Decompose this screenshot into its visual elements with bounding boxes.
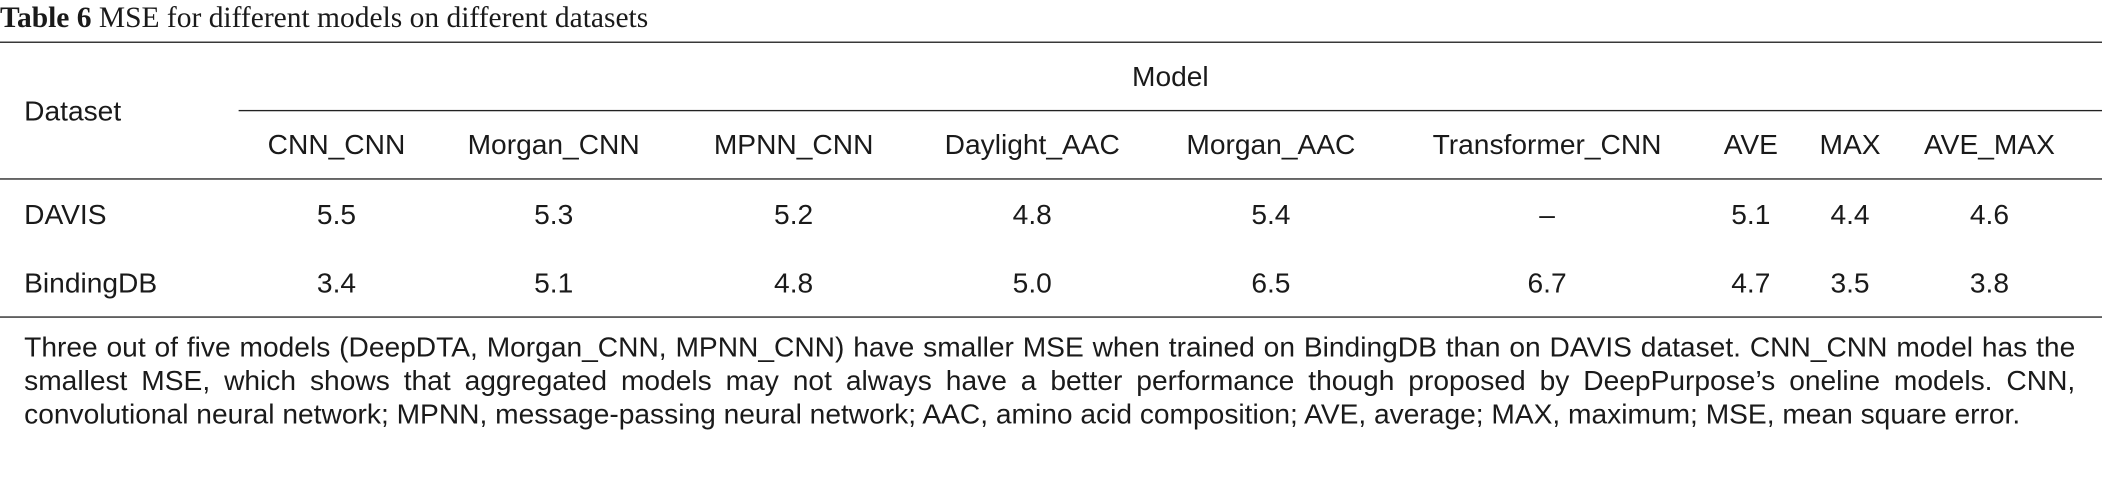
footnote: Three out of five models (DeepDTA, Morga… [24, 332, 2076, 431]
cell: 5.1 [1731, 199, 1771, 231]
row-header: Dataset [24, 96, 122, 128]
caption-text: MSE for different models on different da… [98, 0, 649, 34]
column-header: AVE_MAX [1923, 130, 2055, 161]
column-header: Daylight_AAC [944, 130, 1120, 161]
column-header: MPNN_CNN [713, 130, 874, 161]
cell: – [1539, 199, 1555, 231]
bottom-rule [0, 316, 2102, 318]
cell: 3.5 [1830, 268, 1870, 299]
column-header: MAX [1819, 130, 1881, 161]
cell: 4.6 [1969, 199, 2010, 231]
column-header: Morgan_AAC [1186, 130, 1356, 161]
header-rule [0, 178, 2102, 180]
group-header: Model [1132, 61, 1209, 93]
cell: 5.0 [1012, 268, 1052, 299]
cell: 5.5 [316, 199, 357, 231]
cell: 4.4 [1830, 199, 1870, 231]
cell: 5.1 [534, 268, 574, 299]
row-label: BindingDB [24, 268, 158, 299]
cell: 6.7 [1527, 268, 1567, 299]
column-header: CNN_CNN [267, 130, 406, 161]
cell: 4.8 [1012, 199, 1052, 231]
caption-label: Table 6 [0, 0, 92, 34]
cell: 3.8 [1969, 268, 2010, 299]
cell: 5.2 [774, 199, 814, 231]
caption: Table 6 MSE for different models on diff… [0, 0, 649, 34]
column-header: Transformer_CNN [1432, 130, 1662, 161]
top-rule [0, 41, 2102, 43]
column-header: AVE [1723, 130, 1778, 161]
cell: 5.4 [1251, 199, 1291, 231]
group-rule [238, 109, 2102, 112]
cell: 4.8 [774, 268, 814, 299]
column-header: Morgan_CNN [467, 130, 640, 161]
cell: 4.7 [1731, 268, 1771, 299]
cell: 6.5 [1251, 268, 1291, 299]
cell: 5.3 [534, 199, 574, 231]
row-label: DAVIS [24, 199, 107, 231]
cell: 3.4 [316, 268, 357, 299]
